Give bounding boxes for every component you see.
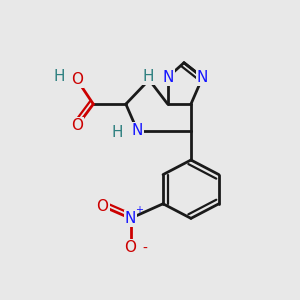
Text: N: N — [125, 211, 136, 226]
Text: O: O — [71, 118, 83, 134]
Text: N: N — [197, 70, 208, 85]
Text: O: O — [97, 199, 109, 214]
Text: N: N — [132, 123, 143, 138]
Text: O: O — [71, 72, 83, 87]
Text: O: O — [124, 240, 136, 255]
Text: H: H — [142, 69, 154, 84]
Text: N: N — [162, 70, 173, 85]
Text: H: H — [54, 69, 65, 84]
Text: -: - — [142, 242, 147, 256]
Text: +: + — [135, 205, 143, 215]
Text: H: H — [112, 124, 124, 140]
